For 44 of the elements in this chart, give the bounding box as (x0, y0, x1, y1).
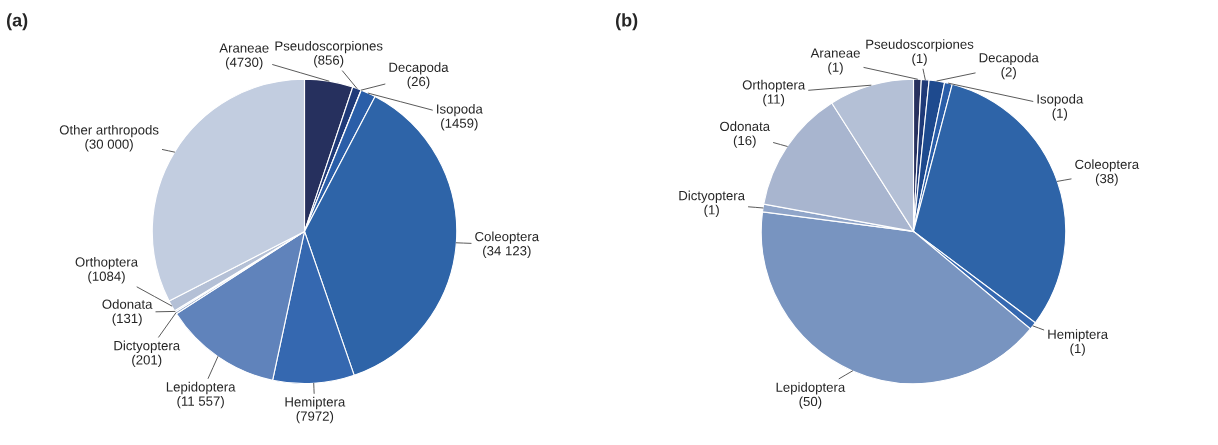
data-label: (26) (407, 76, 430, 89)
data-label: (1459) (441, 118, 478, 131)
slice-label: Other arthropods (59, 124, 159, 138)
data-label: (1) (704, 204, 719, 218)
slice-label: Orthoptera (742, 79, 806, 93)
slice-label: Dictyoptera (114, 340, 181, 353)
chart-title: (b) (615, 13, 638, 31)
slice-label: Hemiptera (1048, 329, 1109, 342)
data-label: (201) (132, 354, 162, 368)
data-label: (131) (112, 313, 142, 326)
data-label: (34 123) (483, 245, 531, 259)
data-label: (1) (912, 53, 927, 66)
slice-label: Dictyoptera (679, 190, 746, 203)
slice-label: Decapoda (389, 62, 449, 75)
slice-label: Hemiptera (285, 396, 346, 410)
data-label: (38) (1095, 173, 1118, 186)
slice-label: Isopoda (1037, 93, 1084, 107)
slice-label: Lepidoptera (166, 381, 236, 395)
data-label: (11) (763, 94, 785, 107)
data-label: (1084) (88, 271, 125, 284)
data-label: (11 557) (177, 396, 224, 409)
slice-label: Odonata (102, 299, 153, 309)
slice-label: Coleoptera (475, 231, 540, 244)
slice-label: Lepidoptera (776, 382, 846, 395)
data-label: (50) (799, 396, 822, 409)
slice-label: Odonata (720, 121, 771, 132)
data-label: (4730) (225, 57, 263, 70)
slice-label: Decapoda (979, 52, 1039, 65)
slice-label: Isopoda (437, 103, 483, 117)
data-label: (1) (828, 62, 843, 75)
slice-label: Araneae (810, 48, 860, 58)
data-label: (856) (314, 55, 344, 68)
data-label: (30 000) (85, 139, 133, 152)
data-label: (2) (1001, 66, 1016, 80)
slice-label: Pseudoscorpiones (866, 39, 974, 52)
data-label: (1) (1052, 108, 1068, 121)
chart-title: (a) (6, 13, 28, 31)
slice-label: Pseudoscorpiones (275, 40, 383, 54)
slice-label: Araneae (219, 43, 269, 53)
data-label: (16) (733, 135, 756, 148)
data-label: (7972) (296, 411, 334, 424)
slice-label: Orthoptera (75, 256, 139, 270)
slice-label: Coleoptera (1075, 159, 1140, 172)
data-label: (1) (1070, 343, 1085, 356)
